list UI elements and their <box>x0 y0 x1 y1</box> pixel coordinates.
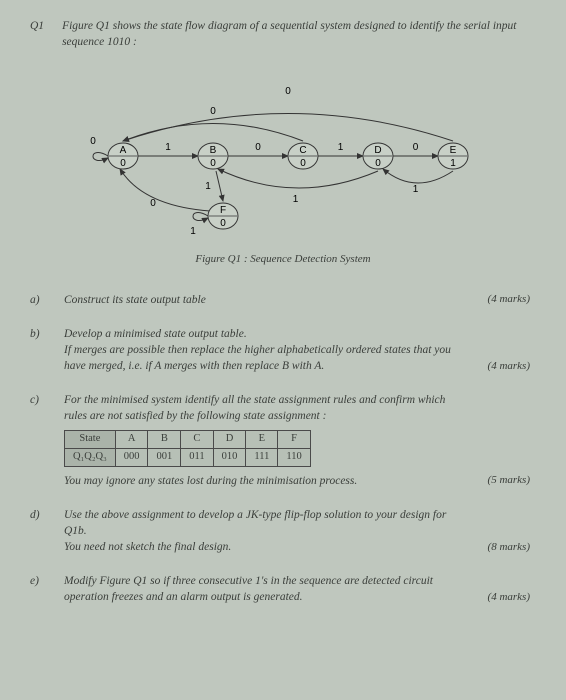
svg-text:0: 0 <box>150 198 156 209</box>
svg-text:0: 0 <box>220 218 226 229</box>
svg-text:0: 0 <box>285 86 291 97</box>
part-label: b) <box>30 326 48 374</box>
svg-text:A: A <box>120 145 127 156</box>
part-body: Construct its state output table <box>64 292 536 308</box>
svg-text:E: E <box>450 145 457 156</box>
part-c: c) For the minimised system identify all… <box>30 392 536 489</box>
part-body: Develop a minimised state output table. … <box>64 326 536 374</box>
svg-text:B: B <box>210 145 217 156</box>
state-assignment-table: StateABCDEF Q₁Q₂Q₃000001011010111110 <box>64 430 311 466</box>
state-diagram-container: 0 1 0 1 0 1 0 1 0 1 0 1 A 0 B 0 C 0 D 0 E 1 F 0 <box>30 66 536 246</box>
part-c-pre: For the minimised system identify all th… <box>64 392 466 424</box>
svg-text:0: 0 <box>255 142 261 153</box>
question-header: Q1 Figure Q1 shows the state flow diagra… <box>30 18 536 50</box>
table-cell: 001 <box>148 448 181 466</box>
table-cell: 110 <box>278 448 310 466</box>
question-number: Q1 <box>30 18 44 50</box>
table-cell: D <box>213 431 246 449</box>
part-body: For the minimised system identify all th… <box>64 392 536 489</box>
svg-text:0: 0 <box>375 158 381 169</box>
table-cell: 111 <box>246 448 278 466</box>
svg-text:1: 1 <box>165 142 171 153</box>
table-cell: C <box>181 431 213 449</box>
table-cell: State <box>65 431 116 449</box>
table-cell: B <box>148 431 181 449</box>
svg-text:1: 1 <box>338 142 344 153</box>
part-c-post: You may ignore any states lost during th… <box>64 473 466 489</box>
part-e: e) Modify Figure Q1 so if three consecut… <box>30 573 536 605</box>
part-d: d) Use the above assignment to develop a… <box>30 507 536 555</box>
svg-text:0: 0 <box>413 142 419 153</box>
part-label: e) <box>30 573 48 605</box>
question-prompt: Figure Q1 shows the state flow diagram o… <box>62 18 536 50</box>
svg-text:D: D <box>374 145 381 156</box>
part-b: b) Develop a minimised state output tabl… <box>30 326 536 374</box>
svg-text:C: C <box>299 145 306 156</box>
part-label: d) <box>30 507 48 555</box>
table-cell: Q₁Q₂Q₃ <box>65 448 116 466</box>
svg-text:F: F <box>220 205 226 216</box>
svg-text:1: 1 <box>413 184 419 195</box>
svg-text:0: 0 <box>300 158 306 169</box>
svg-text:0: 0 <box>90 136 96 147</box>
marks-label: (5 marks) <box>488 473 530 488</box>
svg-text:0: 0 <box>210 158 216 169</box>
table-cell: 000 <box>115 448 148 466</box>
part-label: a) <box>30 292 48 308</box>
svg-text:1: 1 <box>293 194 299 205</box>
svg-text:0: 0 <box>210 106 216 117</box>
svg-text:1: 1 <box>450 158 456 169</box>
table-cell: F <box>278 431 310 449</box>
marks-label: (4 marks) <box>488 359 530 374</box>
svg-text:1: 1 <box>205 181 211 192</box>
part-body: Use the above assignment to develop a JK… <box>64 507 536 555</box>
table-cell: A <box>115 431 148 449</box>
table-cell: 011 <box>181 448 213 466</box>
table-cell: 010 <box>213 448 246 466</box>
svg-text:0: 0 <box>120 158 126 169</box>
svg-text:1: 1 <box>190 226 196 237</box>
part-label: c) <box>30 392 48 489</box>
state-flow-diagram: 0 1 0 1 0 1 0 1 0 1 0 1 A 0 B 0 C 0 D 0 E 1 F 0 <box>63 66 503 246</box>
marks-label: (4 marks) <box>488 292 530 307</box>
table-cell: E <box>246 431 278 449</box>
figure-caption: Figure Q1 : Sequence Detection System <box>30 252 536 267</box>
part-body: Modify Figure Q1 so if three consecutive… <box>64 573 536 605</box>
marks-label: (8 marks) <box>488 540 530 555</box>
part-a: a) Construct its state output table (4 m… <box>30 292 536 308</box>
marks-label: (4 marks) <box>488 590 530 605</box>
